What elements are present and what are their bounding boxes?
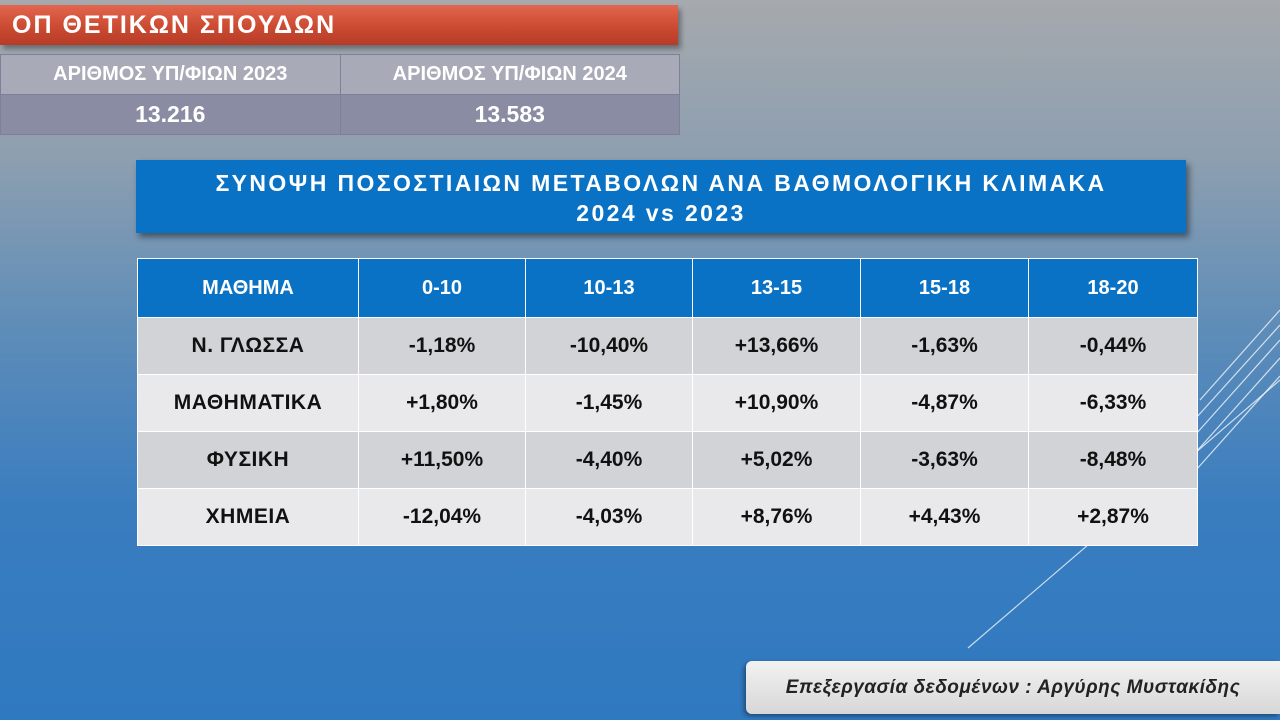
- value-cell: -8,48%: [1028, 431, 1198, 489]
- value-cell: +5,02%: [692, 431, 861, 489]
- value-cell: -4,40%: [525, 431, 693, 489]
- value-cell: -10,40%: [525, 317, 693, 375]
- percentage-change-table: ΜΑΘΗΜΑ 0-10 10-13 13-15 15-18 18-20 Ν. Γ…: [137, 258, 1198, 546]
- value-cell: +8,76%: [692, 488, 861, 546]
- value-cell: +4,43%: [860, 488, 1029, 546]
- value-cell: +13,66%: [692, 317, 861, 375]
- value-cell: -1,63%: [860, 317, 1029, 375]
- column-header-15-18: 15-18: [860, 258, 1029, 318]
- summary-subtitle: 2024 vs 2023: [576, 200, 746, 226]
- column-header-13-15: 13-15: [692, 258, 861, 318]
- value-cell: +2,87%: [1028, 488, 1198, 546]
- value-cell: +11,50%: [358, 431, 526, 489]
- value-cell: +1,80%: [358, 374, 526, 432]
- subject-cell: Ν. ΓΛΩΣΣΑ: [137, 317, 359, 375]
- value-cell: +10,90%: [692, 374, 861, 432]
- student-count-2023-value: 13.216: [0, 94, 341, 135]
- value-cell: -4,87%: [860, 374, 1029, 432]
- data-credit: Επεξεργασία δεδομένων : Αργύρης Μυστακίδ…: [746, 661, 1280, 714]
- column-header-18-20: 18-20: [1028, 258, 1198, 318]
- value-cell: -1,18%: [358, 317, 526, 375]
- page-title: ΟΠ ΘΕΤΙΚΩΝ ΣΠΟΥΔΩΝ: [0, 5, 678, 45]
- student-count-2024-value: 13.583: [339, 94, 680, 135]
- student-count-2023-label: ΑΡΙΘΜΟΣ ΥΠ/ΦΙΩΝ 2023: [0, 54, 341, 95]
- column-header-0-10: 0-10: [358, 258, 526, 318]
- table-row: ΧΗΜΕΙΑ -12,04% -4,03% +8,76% +4,43% +2,8…: [137, 488, 1198, 546]
- student-count-table: ΑΡΙΘΜΟΣ ΥΠ/ΦΙΩΝ 2023 ΑΡΙΘΜΟΣ ΥΠ/ΦΙΩΝ 202…: [0, 54, 680, 135]
- summary-banner: ΣΥΝΟΨΗ ΠΟΣΟΣΤΙΑΙΩΝ ΜΕΤΑΒΟΛΩΝ ΑΝΑ ΒΑΘΜΟΛΟ…: [136, 160, 1186, 233]
- table-row: ΦΥΣΙΚΗ +11,50% -4,40% +5,02% -3,63% -8,4…: [137, 431, 1198, 489]
- table-row: Ν. ΓΛΩΣΣΑ -1,18% -10,40% +13,66% -1,63% …: [137, 317, 1198, 375]
- student-count-value-row: 13.216 13.583: [0, 94, 680, 135]
- value-cell: -0,44%: [1028, 317, 1198, 375]
- value-cell: -1,45%: [525, 374, 693, 432]
- column-header-10-13: 10-13: [525, 258, 693, 318]
- student-count-2024-label: ΑΡΙΘΜΟΣ ΥΠ/ΦΙΩΝ 2024: [339, 54, 680, 95]
- student-count-header-row: ΑΡΙΘΜΟΣ ΥΠ/ΦΙΩΝ 2023 ΑΡΙΘΜΟΣ ΥΠ/ΦΙΩΝ 202…: [0, 54, 680, 95]
- subject-cell: ΜΑΘΗΜΑΤΙΚΑ: [137, 374, 359, 432]
- value-cell: -4,03%: [525, 488, 693, 546]
- value-cell: -6,33%: [1028, 374, 1198, 432]
- summary-title: ΣΥΝΟΨΗ ΠΟΣΟΣΤΙΑΙΩΝ ΜΕΤΑΒΟΛΩΝ ΑΝΑ ΒΑΘΜΟΛΟ…: [215, 170, 1107, 196]
- subject-cell: ΦΥΣΙΚΗ: [137, 431, 359, 489]
- value-cell: -12,04%: [358, 488, 526, 546]
- table-header-row: ΜΑΘΗΜΑ 0-10 10-13 13-15 15-18 18-20: [137, 258, 1198, 318]
- subject-cell: ΧΗΜΕΙΑ: [137, 488, 359, 546]
- column-header-subject: ΜΑΘΗΜΑ: [137, 258, 359, 318]
- value-cell: -3,63%: [860, 431, 1029, 489]
- table-row: ΜΑΘΗΜΑΤΙΚΑ +1,80% -1,45% +10,90% -4,87% …: [137, 374, 1198, 432]
